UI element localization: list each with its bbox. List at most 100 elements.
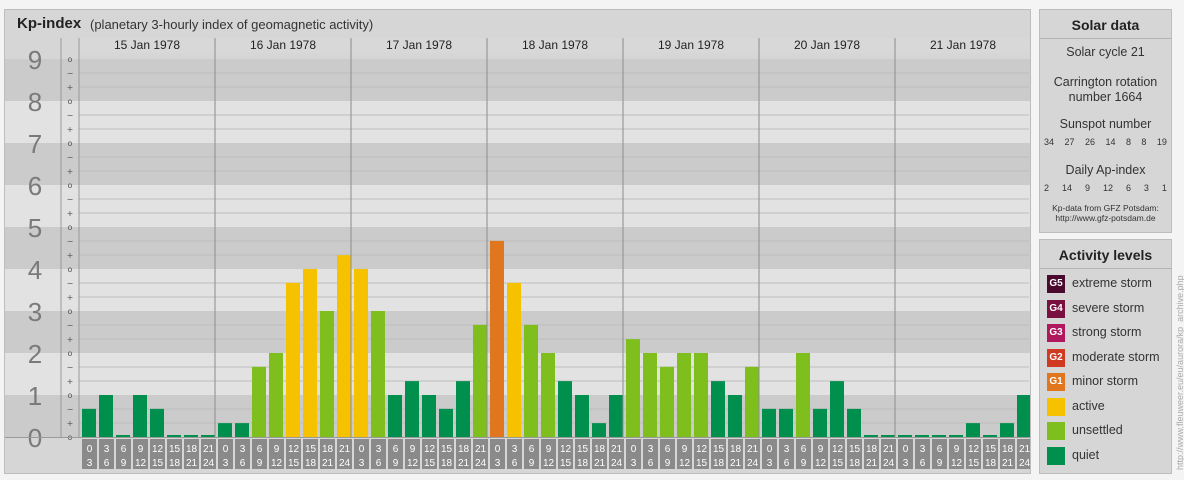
interval-box [898, 439, 913, 469]
legend-swatch [1047, 397, 1065, 416]
day-label: 15 Jan 1978 [114, 38, 180, 52]
y-tick-label: 6 [28, 171, 42, 201]
interval-box [133, 439, 148, 469]
interval-end-label: 18 [849, 458, 861, 469]
interval-box [1017, 439, 1030, 469]
minor-tick-label: o [68, 307, 73, 316]
interval-end-label: 3 [631, 458, 637, 469]
kp-bar [252, 366, 266, 437]
minor-tick-label: + [67, 209, 74, 218]
minor-tick-label: + [67, 251, 74, 260]
interval-end-label: 12 [815, 458, 827, 469]
kp-bar [932, 435, 946, 437]
kp-bar [507, 282, 521, 437]
solar-data-panel: Solar data Solar cycle 21 Carrington rot… [1039, 9, 1172, 233]
legend-label: extreme storm [1072, 276, 1152, 290]
interval-end-label: 3 [903, 458, 909, 469]
day-label: 20 Jan 1978 [794, 38, 860, 52]
interval-start-label: 9 [954, 444, 960, 455]
interval-start-label: 9 [546, 444, 552, 455]
minor-tick-label: − [67, 237, 74, 246]
legend-item: G3 strong storm [1047, 323, 1169, 343]
interval-end-label: 15 [832, 458, 844, 469]
interval-end-label: 6 [512, 458, 518, 469]
interval-box [150, 439, 165, 469]
interval-box [252, 439, 267, 469]
ap-values: 2 14 9 12 6 3 1 [1044, 183, 1167, 193]
kp-bar [235, 423, 249, 437]
interval-box [779, 439, 794, 469]
minor-tick-label: + [67, 167, 74, 176]
interval-end-label: 18 [305, 458, 317, 469]
interval-end-label: 24 [883, 458, 895, 469]
interval-start-label: 21 [611, 444, 623, 455]
minor-tick-label: o [68, 55, 73, 64]
minor-tick-label: − [67, 111, 74, 120]
interval-start-label: 6 [937, 444, 943, 455]
interval-start-label: 15 [713, 444, 725, 455]
ap-value: 12 [1102, 183, 1113, 193]
interval-start-label: 15 [849, 444, 861, 455]
legend-item: G2 moderate storm [1047, 348, 1169, 368]
kp-bar [133, 395, 147, 437]
interval-end-label: 24 [475, 458, 487, 469]
interval-box [490, 439, 505, 469]
ap-value: 14 [1061, 183, 1072, 193]
interval-start-label: 6 [801, 444, 807, 455]
interval-start-label: 9 [138, 444, 144, 455]
kp-bar [728, 395, 742, 437]
kp-chart-panel: 0 1 2 3 4 5 6 7 8 9 o + − o + − o + − o + − o + − o + − o + − o + − o + − o 15… [4, 9, 1031, 474]
interval-box [575, 439, 590, 469]
interval-start-label: 18 [866, 444, 878, 455]
interval-start-label: 18 [186, 444, 198, 455]
kp-bar [337, 255, 351, 437]
kp-bar [966, 423, 980, 437]
interval-box [473, 439, 488, 469]
kp-bar [558, 381, 572, 437]
interval-start-label: 0 [631, 444, 637, 455]
interval-box [201, 439, 216, 469]
sunspot-value: 8 [1141, 137, 1147, 147]
kp-bar [762, 408, 776, 437]
interval-box [456, 439, 471, 469]
interval-start-label: 12 [832, 444, 844, 455]
ap-value: 9 [1084, 183, 1090, 193]
interval-box [711, 439, 726, 469]
activity-levels-title: Activity levels [1040, 240, 1171, 269]
interval-start-label: 3 [512, 444, 518, 455]
interval-start-label: 12 [424, 444, 436, 455]
interval-box [949, 439, 964, 469]
interval-start-label: 15 [441, 444, 453, 455]
chart-title-bar: Kp-index (planetary 3-hourly index of ge… [5, 10, 1030, 36]
kp-bar [218, 423, 232, 437]
interval-box [983, 439, 998, 469]
kp-band-8 [5, 59, 1030, 101]
interval-box [269, 439, 284, 469]
interval-start-label: 0 [495, 444, 501, 455]
kp-bar [354, 269, 368, 437]
kp-bar [643, 353, 657, 437]
kp-bar [660, 366, 674, 437]
kp-bar [779, 408, 793, 437]
legend-label: active [1072, 398, 1105, 413]
interval-start-label: 18 [322, 444, 334, 455]
interval-box [762, 439, 777, 469]
title-band [5, 10, 1030, 36]
legend-swatch: G5 [1047, 275, 1065, 293]
kp-bar [405, 381, 419, 437]
kp-chart: 0123456789o+−o+−o+−o+−o+−o+−o+−o+−o+−o15… [5, 10, 1030, 473]
interval-start-label: 15 [985, 444, 997, 455]
kp-bar [286, 282, 300, 437]
interval-end-label: 15 [968, 458, 980, 469]
source-line-1: Kp-data from GFZ Potsdam: [1052, 203, 1159, 213]
day-label: 16 Jan 1978 [250, 38, 316, 52]
interval-box [99, 439, 114, 469]
legend-item: quiet [1047, 446, 1169, 466]
y-tick-label: 8 [28, 87, 42, 117]
interval-box [660, 439, 675, 469]
interval-end-label: 6 [240, 458, 246, 469]
interval-box [218, 439, 233, 469]
interval-end-label: 15 [696, 458, 708, 469]
kp-bar [881, 435, 895, 437]
interval-end-label: 12 [951, 458, 963, 469]
